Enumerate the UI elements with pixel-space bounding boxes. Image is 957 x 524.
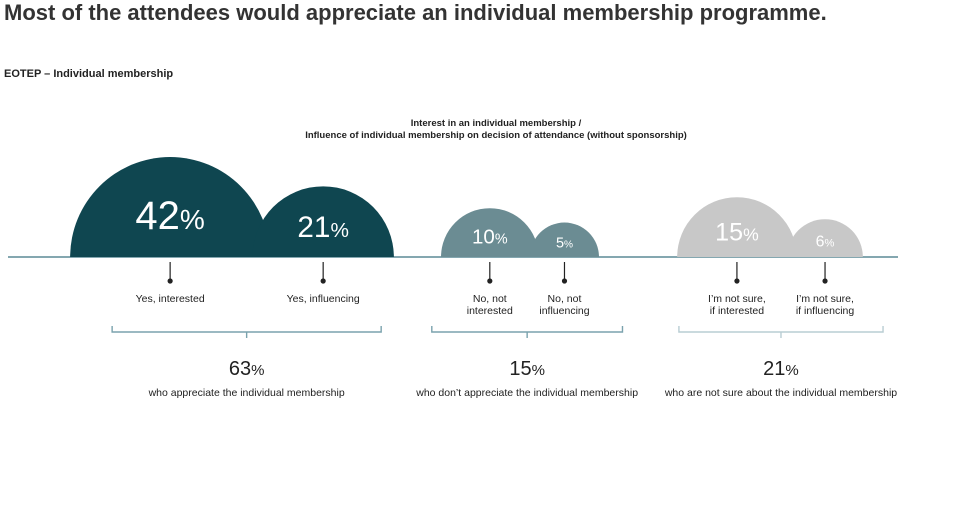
pointer-dot-1-1 xyxy=(561,278,568,284)
chart-title-line-2: Influence of individual membership on de… xyxy=(305,130,687,141)
category-label-1-0-0: No, not xyxy=(473,293,507,305)
bubble-value-0-1: 21% xyxy=(297,211,349,244)
bubble-0-1 xyxy=(252,186,394,257)
group-total-label-2: who are not sure about the individual me… xyxy=(664,387,897,399)
bubble-value-1-1: 5% xyxy=(556,235,573,251)
category-label-1-0-1: interested xyxy=(467,305,513,317)
category-label-2-1-0: I’m not sure, xyxy=(796,293,854,305)
bubble-value-2-0: 15% xyxy=(715,218,759,246)
group-total-label-1: who don’t appreciate the individual memb… xyxy=(415,387,638,399)
bubble-value-1-0: 10% xyxy=(472,225,508,248)
pointer-dot-0-1 xyxy=(320,278,326,284)
category-label-2-1-1: if influencing xyxy=(796,305,855,317)
pointer-dot-0-0 xyxy=(167,278,173,284)
group-total-0: 63% xyxy=(229,358,265,380)
bracket-2 xyxy=(678,326,884,338)
bubble-value-0-0: 42% xyxy=(135,194,204,238)
group-total-1: 15% xyxy=(509,358,545,380)
pointer-dot-2-0 xyxy=(734,278,740,284)
bubble-1-1 xyxy=(529,222,599,257)
group-total-label-0: who appreciate the individual membership xyxy=(148,387,345,399)
chart-subheading: EOTEP – Individual membership xyxy=(4,68,174,80)
pointer-dot-2-1 xyxy=(822,278,828,284)
category-label-1-1-0: No, not xyxy=(548,293,582,305)
category-label-0-0-0: Yes, interested xyxy=(136,293,205,305)
bubble-2-0 xyxy=(677,197,797,257)
category-label-1-1-1: influencing xyxy=(539,305,589,317)
group-total-2: 21% xyxy=(763,358,799,380)
chart-title-line-1: Interest in an individual membership / xyxy=(410,118,582,129)
bracket-1 xyxy=(431,326,624,338)
pointer-dot-1-0 xyxy=(487,278,493,284)
bubble-1-0 xyxy=(441,208,539,257)
bubble-2-1 xyxy=(787,219,863,257)
category-label-2-0-0: I’m not sure, xyxy=(708,293,766,305)
bracket-0 xyxy=(111,326,382,338)
page-title: Most of the attendees would appreciate a… xyxy=(4,0,827,25)
category-label-2-0-1: if interested xyxy=(710,305,764,317)
chart-title: Interest in an individual membership / I… xyxy=(196,118,796,142)
category-label-0-1-0: Yes, influencing xyxy=(287,293,360,305)
bubble-value-2-1: 6% xyxy=(816,233,835,250)
bubble-0-0 xyxy=(70,157,271,257)
